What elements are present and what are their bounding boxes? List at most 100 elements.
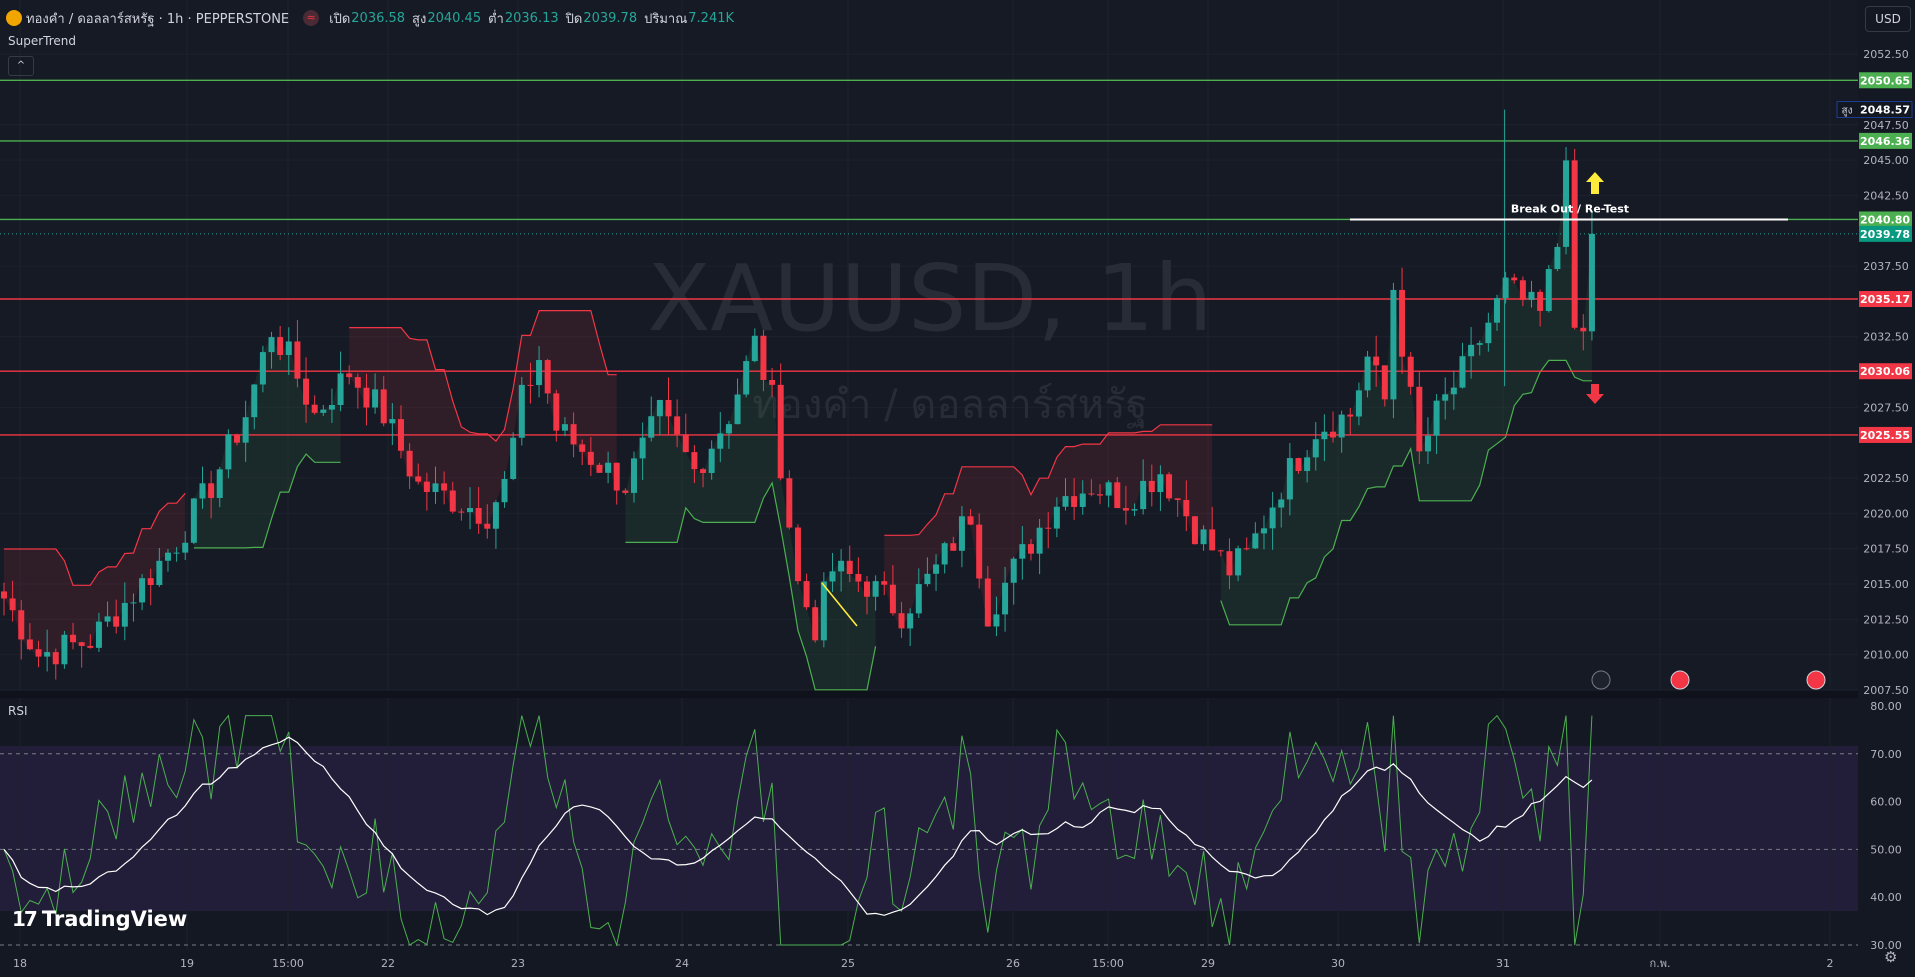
candle-body [510,437,517,479]
candle-body [1097,494,1104,496]
candle-body [898,613,905,629]
candle-body [1485,322,1492,344]
watermark-line2: ทองคำ / ดอลลาร์สหรัฐ [752,382,1147,429]
candle-body [1174,498,1181,500]
supertrend-down-line [884,424,1213,536]
rsi-tick: 70.00 [1870,748,1902,761]
candle-body [234,434,241,443]
candle-body [1027,544,1034,554]
candle-body [251,384,258,418]
rsi-tick: 80.00 [1870,700,1902,713]
candle-body [1347,414,1354,417]
price-tick: 2052.50 [1863,48,1909,61]
supertrend-up-line [1220,359,1592,626]
candle-body [52,652,59,665]
candle-body [769,379,776,385]
supertrend-up-line [625,481,877,691]
candle-body [1355,390,1362,417]
candle-body [156,560,163,586]
candle-body [18,610,25,640]
arrow-down-icon [1586,384,1604,404]
us-flag-icon [1670,670,1690,690]
price-tick: 2022.50 [1863,472,1909,485]
candle-body [1468,344,1475,357]
candle-body [1330,431,1337,438]
candle-body [829,571,836,582]
candle-body [794,527,801,582]
candle-body [976,524,983,579]
price-tick: 2037.50 [1863,260,1909,273]
price-tag: 2040.80 [1860,213,1910,226]
tradingview-logo[interactable]: 17 TradingView [12,907,187,931]
candle-body [268,337,275,353]
candle-body [1278,499,1285,508]
candle-body [199,483,206,499]
time-tick: 25 [841,957,855,970]
candle-body [838,560,845,572]
candle-body [872,581,879,597]
arrow-up-icon [1586,172,1604,194]
candle-body [1079,493,1086,507]
candle-body [579,444,586,452]
high-label: สูง [412,11,427,27]
candle-body [1399,289,1406,357]
candle-body [1580,327,1587,332]
supertrend-up-line [193,453,341,549]
candle-body [1364,356,1371,391]
price-tick: 2027.50 [1863,401,1909,414]
candle-body [889,584,896,614]
candle-body [1459,356,1466,388]
candle-body [1122,508,1129,511]
candle-body [1045,527,1052,529]
candle-body [1191,516,1198,545]
candle-body [1105,482,1112,496]
candle-body [1053,506,1060,529]
candle-body [61,634,68,665]
price-tag: 2030.06 [1860,365,1910,378]
lightning-icon [1591,670,1611,690]
candle-body [734,394,741,425]
candle-body [656,399,663,417]
candle-body [164,552,171,561]
candle-body [1036,527,1043,554]
price-tick: 2012.50 [1863,613,1909,626]
candle-body [285,341,292,355]
candle-body [1286,458,1293,500]
rsi-ma-line [3,736,1593,916]
symbol-title[interactable]: ทองคำ / ดอลลาร์สหรัฐ · 1h · PEPPERSTONE [26,11,290,27]
candle-body [725,424,732,434]
high-value: 2040.45 [427,10,482,26]
candle-body [1519,280,1526,300]
time-tick: 2 [1827,957,1834,970]
rsi-tick: 40.00 [1870,891,1902,904]
time-tick: 29 [1201,957,1215,970]
price-tag: 2046.36 [1860,135,1910,148]
candle-body [44,652,51,657]
candle-body [397,419,404,451]
time-tick: ก.พ. [1650,957,1671,970]
price-tick: 2020.00 [1863,507,1909,520]
collapse-button[interactable]: ^ [8,56,34,76]
candle-body [216,469,223,498]
candle-body [1209,529,1216,551]
time-tick: 26 [1006,957,1020,970]
candle-body [864,581,870,597]
gear-icon[interactable]: ⚙ [1884,948,1898,966]
rsi-label[interactable]: RSI [8,704,28,718]
candle-body [139,578,146,603]
supertrend-label[interactable]: SuperTrend [8,34,76,48]
candle-body [363,387,370,408]
candle-body [1235,548,1242,576]
candle-body [1148,480,1155,493]
supertrend-up-fill [193,337,341,548]
supertrend-down-line [349,310,617,442]
candle-body [467,507,474,513]
currency-button[interactable]: USD [1865,6,1911,32]
price-tag-bg [1859,225,1912,242]
candle-body [613,462,620,491]
candle-body [570,424,577,445]
candle-body [958,516,965,551]
candle-body [294,341,301,379]
candle-body [372,389,379,408]
